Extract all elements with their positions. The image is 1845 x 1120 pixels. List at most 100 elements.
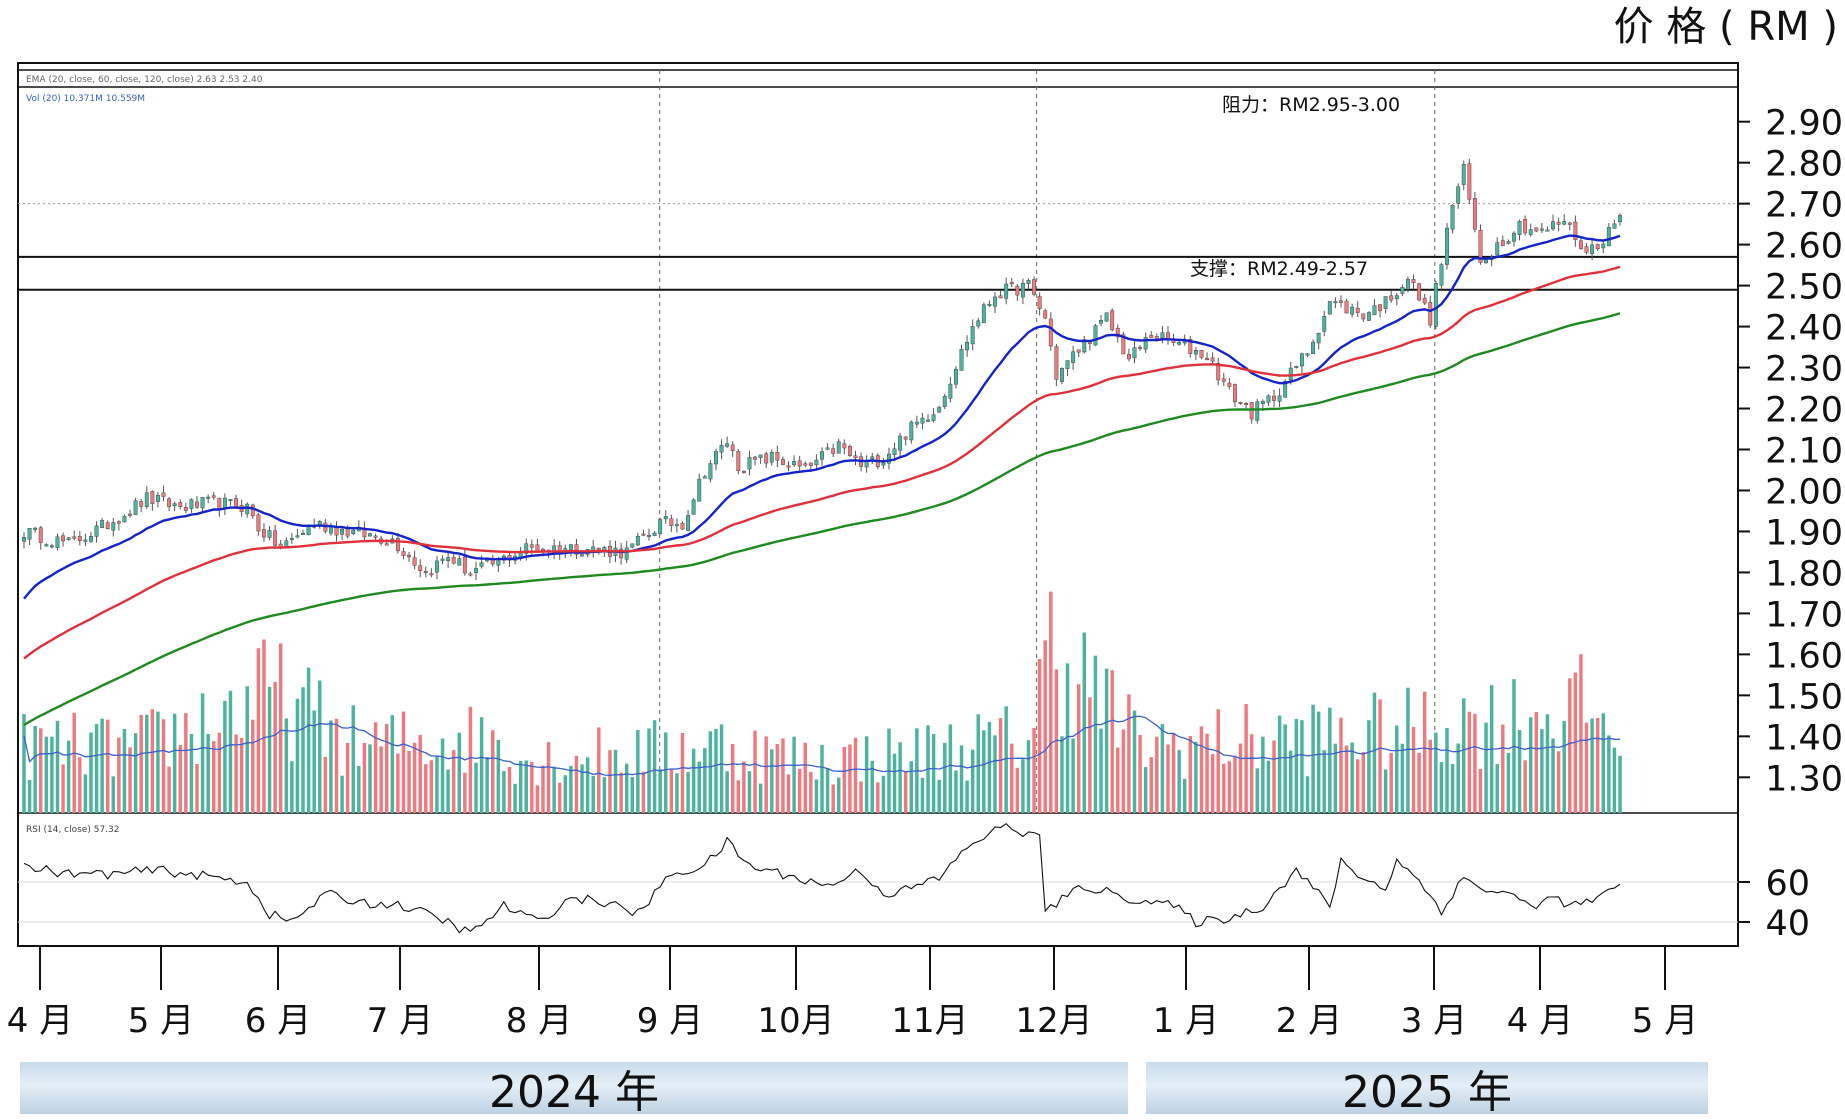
volume-bar <box>1389 752 1393 813</box>
candle-body <box>172 503 177 507</box>
candle-body <box>708 463 713 480</box>
volume-bar <box>764 736 768 813</box>
candle-body <box>340 528 345 535</box>
candle-body <box>144 492 149 507</box>
y-tick-label: 2.70 <box>1765 186 1843 226</box>
candle-body <box>1372 305 1377 316</box>
candle-body <box>1606 227 1611 247</box>
candle-body <box>1015 285 1020 296</box>
volume-bar <box>1579 654 1583 813</box>
volume-bar <box>965 780 969 813</box>
volume-bar <box>1294 718 1299 813</box>
candle-body <box>887 453 891 464</box>
volume-bar <box>33 726 37 813</box>
volume-bar <box>1143 767 1148 813</box>
candle-body <box>674 524 679 527</box>
volume-bar <box>853 737 858 813</box>
candle-body <box>942 396 947 407</box>
volume-bar <box>513 783 517 813</box>
candle-body <box>1277 395 1282 402</box>
volume-bar <box>943 742 947 813</box>
volume-bar <box>987 721 992 813</box>
candle-body <box>161 492 166 497</box>
candle-body <box>998 295 1003 299</box>
volume-bar <box>937 779 941 813</box>
candle-body <box>1411 279 1416 283</box>
volume-bar <box>954 770 958 813</box>
candle-body <box>881 462 886 466</box>
candle-body <box>49 545 54 548</box>
y-tick-label: 2.80 <box>1765 145 1843 185</box>
candle-body <box>1378 304 1382 312</box>
y-tick-label: 2.40 <box>1765 309 1843 349</box>
candle-body <box>1339 300 1343 303</box>
volume-bar <box>1551 738 1555 813</box>
candle-body <box>1562 221 1567 225</box>
candle-body <box>1500 240 1505 246</box>
volume-bar <box>1166 744 1170 813</box>
candle-body <box>1009 282 1014 285</box>
candle-body <box>1534 227 1539 232</box>
candle-body <box>295 535 300 538</box>
y-tick-label: 2.10 <box>1765 432 1843 472</box>
volume-layer <box>22 591 1622 813</box>
candle-body <box>262 529 266 538</box>
candle-body <box>792 461 797 465</box>
volume-bar <box>1060 736 1064 813</box>
ema-line-1 <box>23 265 1621 660</box>
volume-bar <box>44 736 49 813</box>
candle-body <box>914 421 919 425</box>
candle-body <box>1244 403 1249 405</box>
candle-body <box>273 530 278 546</box>
volume-bar <box>189 733 194 813</box>
candle-body <box>1400 286 1405 294</box>
volume-bar <box>557 782 562 813</box>
volume-bar <box>66 740 71 813</box>
candle-body <box>435 560 439 573</box>
y-tick-label: 1.30 <box>1765 759 1843 799</box>
volume-bar <box>345 742 350 813</box>
volume-bar <box>630 777 634 813</box>
y-tick-label: 1.70 <box>1765 595 1843 635</box>
volume-bar <box>1255 768 1260 813</box>
volume-bar <box>697 761 701 813</box>
volume-bar <box>1210 754 1215 813</box>
volume-bar <box>976 714 980 813</box>
volume-bar <box>1478 768 1483 813</box>
candle-body <box>1506 241 1511 244</box>
volume-bar <box>669 768 674 813</box>
volume-bar <box>1121 729 1126 813</box>
volume-bar <box>379 746 383 813</box>
candle-body <box>156 495 160 502</box>
candle-body <box>89 535 93 542</box>
volume-bar <box>585 757 590 813</box>
volume-bar <box>122 729 127 813</box>
candle-body <box>524 543 529 554</box>
candle-body <box>1383 296 1388 309</box>
volume-bar <box>825 768 830 813</box>
candle-body <box>753 456 757 460</box>
volume-bar <box>770 749 774 813</box>
candle-body <box>697 478 702 502</box>
x-tick-label: 9 月 <box>637 1001 703 1041</box>
candle-body <box>1394 295 1399 300</box>
volume-bar <box>507 766 512 813</box>
volume-bar <box>898 742 902 813</box>
candle-body <box>1539 228 1544 231</box>
year-label-2024: 2024 年 <box>489 1067 659 1118</box>
volume-bar <box>262 639 266 813</box>
volume-bar <box>156 711 160 813</box>
volume-bar <box>1322 750 1326 813</box>
candle-body <box>289 537 294 540</box>
candle-body <box>920 417 925 424</box>
volume-bar <box>518 760 523 813</box>
y-tick-label: 1.40 <box>1765 718 1843 758</box>
volume-bar <box>753 730 757 813</box>
candle-body <box>122 516 127 523</box>
candle-body <box>228 499 233 501</box>
ema-line-2 <box>23 312 1621 727</box>
volume-bar <box>1568 678 1572 813</box>
candle-body <box>1216 363 1221 381</box>
year-label-2025: 2025 年 <box>1342 1067 1512 1118</box>
volume-bar <box>111 776 116 813</box>
